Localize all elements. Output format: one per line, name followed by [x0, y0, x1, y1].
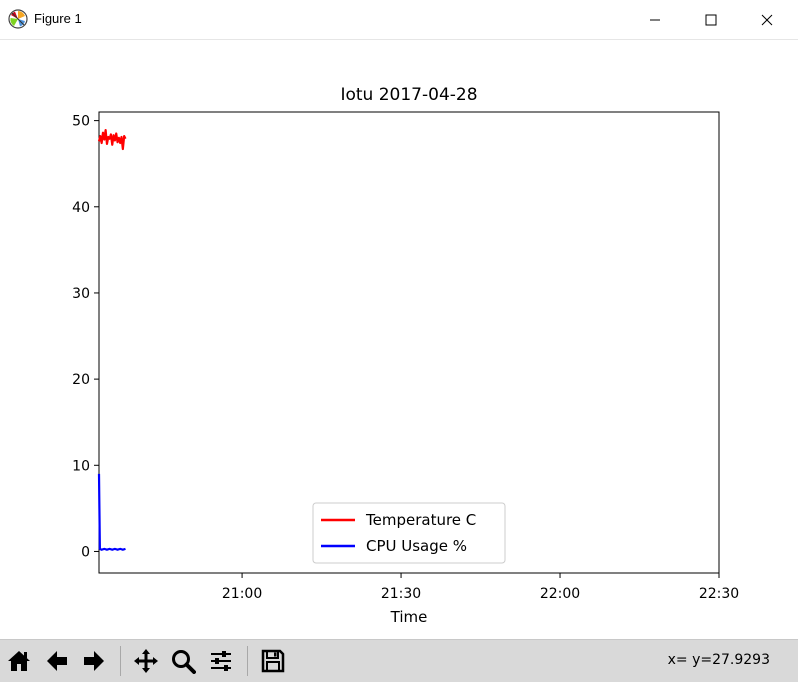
subplots-config-icon [211, 651, 231, 671]
figure-canvas: Iotu 2017-04-28 0 10 20 30 40 50 21:00 21:30 22:… [0, 40, 798, 639]
axes: 0 10 20 30 40 50 21:00 21:30 22:00 22:30 [72, 111, 739, 602]
forward-button[interactable] [79, 646, 109, 676]
pan-button[interactable] [131, 646, 161, 676]
close-button[interactable] [744, 0, 790, 39]
legend-entry-label: Temperature C [365, 511, 476, 529]
zoom-button[interactable] [168, 646, 198, 676]
series-line-0 [97, 128, 127, 151]
y-tick-label: 50 [72, 114, 90, 130]
chart-title: Iotu 2017-04-28 [340, 85, 477, 105]
navigation-toolbar: x= y=27.9293 [0, 639, 798, 682]
coordinate-readout: x= y=27.9293 [667, 652, 770, 668]
y-tick-label: 20 [72, 372, 90, 388]
maximize-icon [705, 14, 717, 25]
home-button[interactable] [4, 646, 34, 676]
line-chart: Iotu 2017-04-28 0 10 20 30 40 50 21:00 21:30 22:… [72, 85, 739, 626]
save-icon [261, 649, 285, 673]
y-tick-label: 40 [72, 200, 90, 216]
legend: Temperature C CPU Usage % [312, 502, 506, 564]
forward-arrow-icon [84, 651, 104, 671]
back-button[interactable] [42, 646, 72, 676]
window-title: Figure 1 [34, 11, 82, 26]
series-line-1 [97, 473, 126, 551]
y-tick-label: 0 [81, 544, 90, 560]
pan-icon [134, 649, 158, 673]
y-tick-label: 10 [72, 458, 90, 474]
close-icon [761, 14, 773, 25]
minimize-icon [650, 19, 660, 20]
legend-entry-label: CPU Usage % [366, 537, 467, 555]
legend-box [312, 502, 506, 564]
zoom-icon [172, 650, 196, 674]
y-tick-label: 30 [72, 286, 90, 302]
minimize-button[interactable] [632, 0, 678, 39]
toolbar-separator [120, 646, 121, 676]
save-button[interactable] [258, 646, 288, 676]
plot-series [97, 128, 127, 551]
toolbar-separator [247, 646, 248, 676]
subplots-button[interactable] [206, 646, 236, 676]
matplotlib-icon [8, 9, 28, 29]
x-tick-label: 21:30 [381, 586, 421, 602]
x-tick-label: 22:30 [699, 586, 739, 602]
window-titlebar: Figure 1 [0, 0, 798, 40]
home-icon [8, 651, 30, 671]
maximize-button[interactable] [688, 0, 734, 39]
x-tick-label: 22:00 [540, 586, 580, 602]
axes-frame [98, 111, 720, 574]
back-arrow-icon [47, 651, 67, 671]
x-tick-label: 21:00 [222, 586, 262, 602]
x-axis-label: Time [390, 608, 428, 626]
